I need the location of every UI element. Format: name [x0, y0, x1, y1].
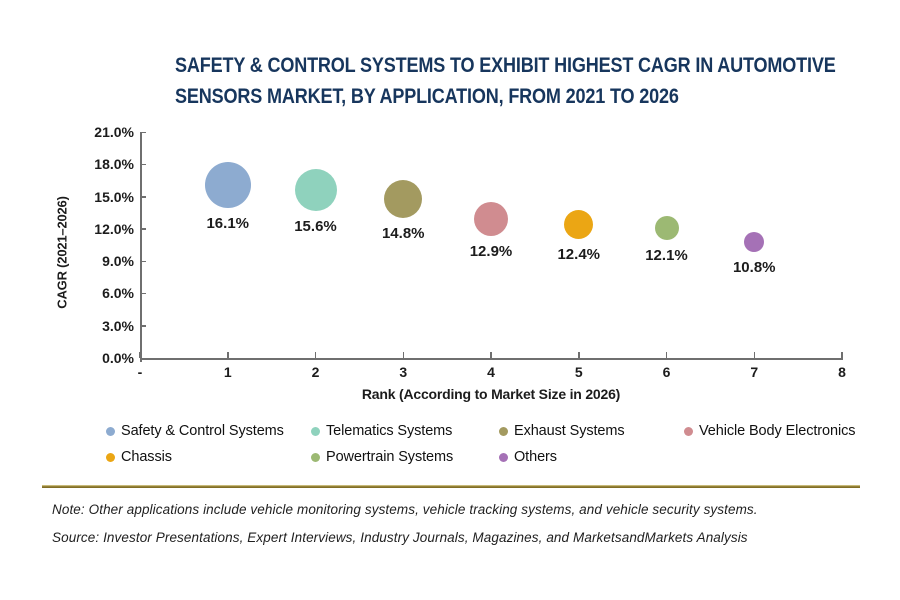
legend-label: Safety & Control Systems [121, 423, 284, 439]
y-tick-label: 3.0% [102, 317, 134, 334]
chart-title-line2: SENSORS MARKET, BY APPLICATION, FROM 202… [175, 85, 679, 108]
legend-item: Others [499, 447, 684, 467]
legend-dot-icon [499, 452, 508, 462]
x-tick-mark [665, 352, 668, 358]
y-tick-label: 18.0% [94, 156, 134, 173]
y-tick-mark [140, 196, 146, 198]
legend-dot-icon [311, 426, 320, 436]
y-tick-label: 15.0% [94, 188, 134, 205]
legend-item: Exhaust Systems [499, 421, 684, 441]
y-tick-mark [140, 357, 146, 359]
x-tick-label: 8 [838, 364, 846, 380]
legend-label: Chassis [121, 449, 172, 465]
bubble-value-label: 16.1% [206, 214, 250, 232]
legend-label: Powertrain Systems [326, 449, 454, 465]
x-tick-mark [402, 352, 404, 358]
legend-label: Others [514, 449, 557, 465]
x-tick-label: 1 [223, 364, 232, 380]
x-tick-label: - [137, 364, 143, 380]
x-tick-mark [227, 352, 229, 358]
y-tick-label: 21.0% [94, 124, 134, 140]
bubble-value-label: 12.4% [557, 246, 601, 264]
y-tick-mark [140, 228, 146, 230]
legend-item: Vehicle Body Electronics [684, 421, 886, 441]
chart-bubble [474, 202, 508, 237]
x-tick-label: 2 [311, 364, 320, 380]
x-tick-mark [314, 352, 317, 358]
chart-title-line1: SAFETY & CONTROL SYSTEMS TO EXHIBIT HIGH… [175, 54, 836, 77]
y-tick-mark [140, 163, 146, 166]
y-tick-mark [140, 325, 146, 327]
legend-dot-icon [684, 426, 693, 436]
chart-title: SAFETY & CONTROL SYSTEMS TO EXHIBIT HIGH… [175, 50, 836, 112]
chart-bubble [384, 179, 423, 218]
bubble-value-label: 15.6% [294, 218, 337, 236]
chart-bubble [294, 169, 337, 212]
legend-dot-icon [311, 452, 320, 462]
x-tick-label: 7 [750, 364, 759, 380]
bubble-value-label: 14.8% [381, 224, 425, 242]
x-tick-mark [841, 352, 843, 358]
y-tick-mark [140, 292, 146, 295]
legend-item: Chassis [106, 447, 311, 467]
x-axis-title: Rank (According to Market Size in 2026) [361, 386, 621, 402]
y-tick-label: 0.0% [102, 350, 134, 366]
y-tick-mark [140, 260, 146, 263]
x-axis-line [140, 358, 843, 360]
source-text: Source: Investor Presentations, Expert I… [52, 530, 748, 545]
x-tick-label: 3 [399, 364, 408, 380]
x-tick-mark [490, 352, 492, 358]
chart-bubble [654, 215, 679, 240]
y-axis-line [140, 132, 142, 362]
y-tick-mark [140, 131, 146, 133]
chart-legend: Safety & Control Systems Telematics Syste… [106, 421, 886, 467]
legend-item: Safety & Control Systems [106, 421, 311, 441]
legend-dot-icon [499, 426, 508, 436]
legend-item: Powertrain Systems [311, 447, 499, 467]
x-tick-mark [753, 352, 755, 358]
x-tick-label: 5 [574, 364, 583, 380]
legend-label: Vehicle Body Electronics [699, 423, 856, 439]
y-tick-label: 6.0% [102, 285, 134, 302]
bubble-value-label: 12.1% [645, 246, 688, 264]
chart-bubble [204, 161, 251, 208]
bubble-value-label: 10.8% [732, 258, 776, 276]
chart-bubble [564, 210, 594, 240]
x-tick-label: 6 [662, 364, 671, 380]
legend-dot-icon [106, 452, 115, 462]
x-tick-mark [578, 352, 580, 358]
x-tick-label: 4 [487, 364, 495, 380]
y-tick-label: 9.0% [102, 253, 134, 270]
y-tick-label: 12.0% [94, 220, 134, 237]
bubble-value-label: 12.9% [469, 243, 513, 261]
legend-item: Telematics Systems [311, 421, 499, 441]
chart-bubble [744, 231, 765, 252]
legend-dot-icon [106, 426, 115, 436]
legend-label: Telematics Systems [326, 423, 453, 439]
footer-divider [42, 485, 860, 488]
x-tick-mark [139, 352, 141, 358]
note-text: Note: Other applications include vehicle… [52, 502, 758, 517]
legend-label: Exhaust Systems [514, 423, 625, 439]
